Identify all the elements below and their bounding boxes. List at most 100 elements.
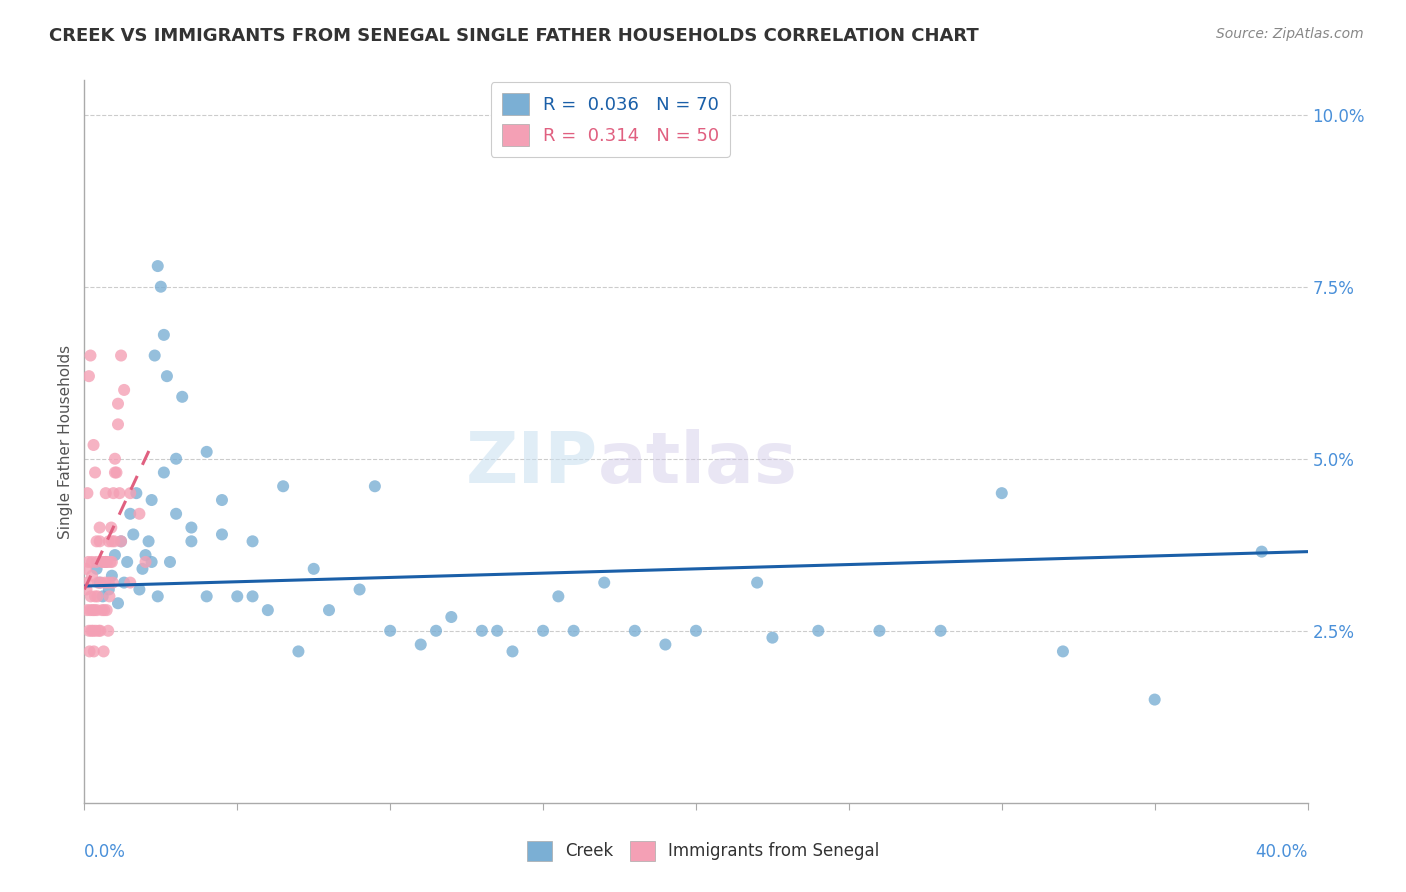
Point <box>531 624 554 638</box>
Point <box>120 575 142 590</box>
Point <box>82 603 104 617</box>
Point <box>76 582 98 597</box>
Point <box>89 520 111 534</box>
Point <box>75 562 97 576</box>
Point <box>562 624 585 638</box>
Point <box>869 624 891 638</box>
Point <box>120 486 142 500</box>
Point <box>89 575 111 590</box>
Point <box>94 486 117 500</box>
Point <box>502 644 524 658</box>
Point <box>807 624 830 638</box>
Point <box>211 493 233 508</box>
Point <box>105 466 128 480</box>
Point <box>153 327 176 342</box>
Point <box>98 590 121 604</box>
Point <box>440 610 463 624</box>
Point <box>77 555 100 569</box>
Point <box>242 534 264 549</box>
Point <box>149 279 172 293</box>
Point <box>138 534 160 549</box>
Point <box>143 349 166 363</box>
Point <box>93 603 115 617</box>
Point <box>165 451 187 466</box>
Point <box>141 493 163 508</box>
Point <box>486 624 509 638</box>
Point <box>135 555 157 569</box>
Text: atlas: atlas <box>598 429 799 498</box>
Point <box>76 575 98 590</box>
Point <box>242 590 264 604</box>
Text: Source: ZipAtlas.com: Source: ZipAtlas.com <box>1216 27 1364 41</box>
Point <box>180 534 202 549</box>
Point <box>94 555 117 569</box>
Point <box>107 417 129 432</box>
Point <box>103 486 125 500</box>
Point <box>97 534 120 549</box>
Point <box>761 631 783 645</box>
Point <box>364 479 387 493</box>
Point <box>101 575 124 590</box>
Point <box>107 596 129 610</box>
Point <box>654 638 676 652</box>
Point <box>110 534 132 549</box>
Point <box>146 259 169 273</box>
Point <box>87 575 110 590</box>
Point <box>112 575 135 590</box>
Point <box>98 555 121 569</box>
Point <box>83 603 105 617</box>
Point <box>1143 692 1166 706</box>
Point <box>165 507 187 521</box>
Point <box>89 534 111 549</box>
Point <box>77 369 100 384</box>
Point <box>79 349 101 363</box>
Point <box>83 644 105 658</box>
Point <box>101 555 124 569</box>
Point <box>685 624 707 638</box>
Point <box>110 349 132 363</box>
Point <box>84 624 107 638</box>
Point <box>425 624 447 638</box>
Point <box>79 603 101 617</box>
Point <box>318 603 340 617</box>
Point <box>77 624 100 638</box>
Point <box>120 507 142 521</box>
Point <box>91 555 114 569</box>
Point <box>80 555 103 569</box>
Point <box>103 534 125 549</box>
Point <box>409 638 432 652</box>
Point <box>101 534 124 549</box>
Point <box>1052 644 1074 658</box>
Point <box>76 603 98 617</box>
Point <box>87 624 110 638</box>
Point <box>624 624 647 638</box>
Point <box>91 603 114 617</box>
Point <box>86 534 108 549</box>
Point <box>593 575 616 590</box>
Y-axis label: Single Father Households: Single Father Households <box>58 344 73 539</box>
Point <box>135 548 157 562</box>
Point <box>91 555 114 569</box>
Legend: R =  0.036   N = 70, R =  0.314   N = 50: R = 0.036 N = 70, R = 0.314 N = 50 <box>491 82 730 157</box>
Point <box>226 590 249 604</box>
Point <box>82 624 104 638</box>
Point <box>101 568 124 582</box>
Point <box>180 520 202 534</box>
Point <box>122 527 145 541</box>
Point <box>380 624 402 638</box>
Legend: Creek, Immigrants from Senegal: Creek, Immigrants from Senegal <box>520 834 886 868</box>
Point <box>96 555 118 569</box>
Point <box>91 590 114 604</box>
Point <box>211 527 233 541</box>
Point <box>195 590 218 604</box>
Point <box>86 562 108 576</box>
Point <box>108 486 131 500</box>
Point <box>84 466 107 480</box>
Text: CREEK VS IMMIGRANTS FROM SENEGAL SINGLE FATHER HOUSEHOLDS CORRELATION CHART: CREEK VS IMMIGRANTS FROM SENEGAL SINGLE … <box>49 27 979 45</box>
Point <box>172 390 194 404</box>
Text: ZIP: ZIP <box>465 429 598 498</box>
Point <box>128 507 150 521</box>
Point <box>80 590 103 604</box>
Text: 0.0%: 0.0% <box>84 843 127 861</box>
Point <box>349 582 371 597</box>
